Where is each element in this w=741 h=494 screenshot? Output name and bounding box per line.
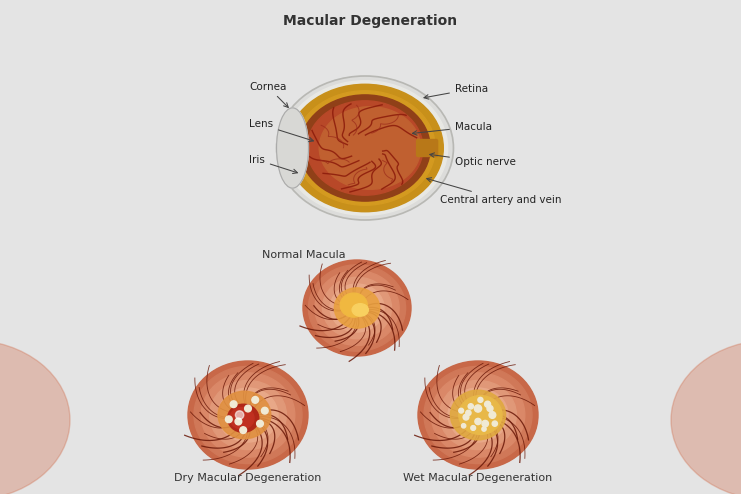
Circle shape bbox=[487, 406, 493, 412]
Circle shape bbox=[262, 408, 268, 414]
Ellipse shape bbox=[218, 388, 278, 442]
Ellipse shape bbox=[287, 84, 443, 212]
Ellipse shape bbox=[300, 95, 431, 201]
Circle shape bbox=[471, 425, 476, 430]
Ellipse shape bbox=[188, 361, 308, 469]
Ellipse shape bbox=[230, 408, 254, 429]
Text: Cornea: Cornea bbox=[249, 82, 288, 107]
Ellipse shape bbox=[671, 340, 741, 494]
Circle shape bbox=[482, 427, 486, 431]
Ellipse shape bbox=[303, 260, 411, 356]
Ellipse shape bbox=[418, 361, 538, 469]
Ellipse shape bbox=[459, 396, 502, 434]
FancyBboxPatch shape bbox=[416, 139, 438, 157]
Ellipse shape bbox=[188, 361, 308, 469]
Ellipse shape bbox=[0, 340, 70, 494]
Text: Central artery and vein: Central artery and vein bbox=[427, 178, 562, 205]
Circle shape bbox=[245, 405, 251, 412]
Circle shape bbox=[489, 412, 496, 418]
Ellipse shape bbox=[352, 304, 368, 316]
Ellipse shape bbox=[276, 76, 453, 220]
Circle shape bbox=[478, 397, 483, 403]
Ellipse shape bbox=[424, 367, 532, 463]
Ellipse shape bbox=[308, 265, 405, 351]
Ellipse shape bbox=[439, 380, 516, 450]
Circle shape bbox=[485, 401, 491, 407]
Text: Normal Macula: Normal Macula bbox=[262, 250, 345, 260]
Ellipse shape bbox=[319, 107, 421, 189]
Ellipse shape bbox=[315, 271, 399, 345]
Text: Dry Macular Degeneration: Dry Macular Degeneration bbox=[174, 473, 322, 483]
Ellipse shape bbox=[210, 380, 287, 450]
Circle shape bbox=[230, 401, 237, 408]
Circle shape bbox=[235, 418, 242, 425]
Text: Retina: Retina bbox=[424, 84, 488, 99]
Ellipse shape bbox=[322, 277, 391, 339]
Text: Macular Degeneration: Macular Degeneration bbox=[283, 14, 457, 28]
Circle shape bbox=[236, 411, 244, 419]
Ellipse shape bbox=[276, 108, 308, 188]
Circle shape bbox=[482, 420, 488, 427]
Ellipse shape bbox=[282, 81, 448, 215]
Circle shape bbox=[474, 405, 482, 412]
Ellipse shape bbox=[418, 361, 538, 469]
Circle shape bbox=[492, 421, 497, 426]
Ellipse shape bbox=[448, 388, 508, 442]
Ellipse shape bbox=[340, 293, 368, 317]
Ellipse shape bbox=[218, 391, 270, 439]
Ellipse shape bbox=[194, 367, 302, 463]
Circle shape bbox=[466, 410, 471, 415]
Circle shape bbox=[256, 420, 263, 427]
Text: Iris: Iris bbox=[249, 155, 297, 173]
Circle shape bbox=[462, 424, 466, 428]
Ellipse shape bbox=[451, 390, 505, 440]
Ellipse shape bbox=[334, 288, 379, 328]
Ellipse shape bbox=[307, 101, 423, 195]
Text: Wet Macular Degeneration: Wet Macular Degeneration bbox=[403, 473, 553, 483]
Circle shape bbox=[468, 404, 473, 409]
Circle shape bbox=[463, 414, 469, 420]
Text: Macula: Macula bbox=[413, 122, 492, 135]
Ellipse shape bbox=[202, 373, 295, 457]
Circle shape bbox=[459, 408, 464, 413]
Ellipse shape bbox=[295, 91, 435, 205]
Circle shape bbox=[225, 416, 232, 423]
Ellipse shape bbox=[330, 284, 384, 332]
Circle shape bbox=[252, 397, 259, 403]
Text: Optic nerve: Optic nerve bbox=[430, 153, 516, 167]
Ellipse shape bbox=[227, 404, 259, 432]
Circle shape bbox=[240, 427, 247, 433]
Ellipse shape bbox=[431, 373, 525, 457]
Text: Lens: Lens bbox=[249, 120, 313, 142]
Circle shape bbox=[475, 418, 481, 425]
Ellipse shape bbox=[303, 260, 411, 356]
